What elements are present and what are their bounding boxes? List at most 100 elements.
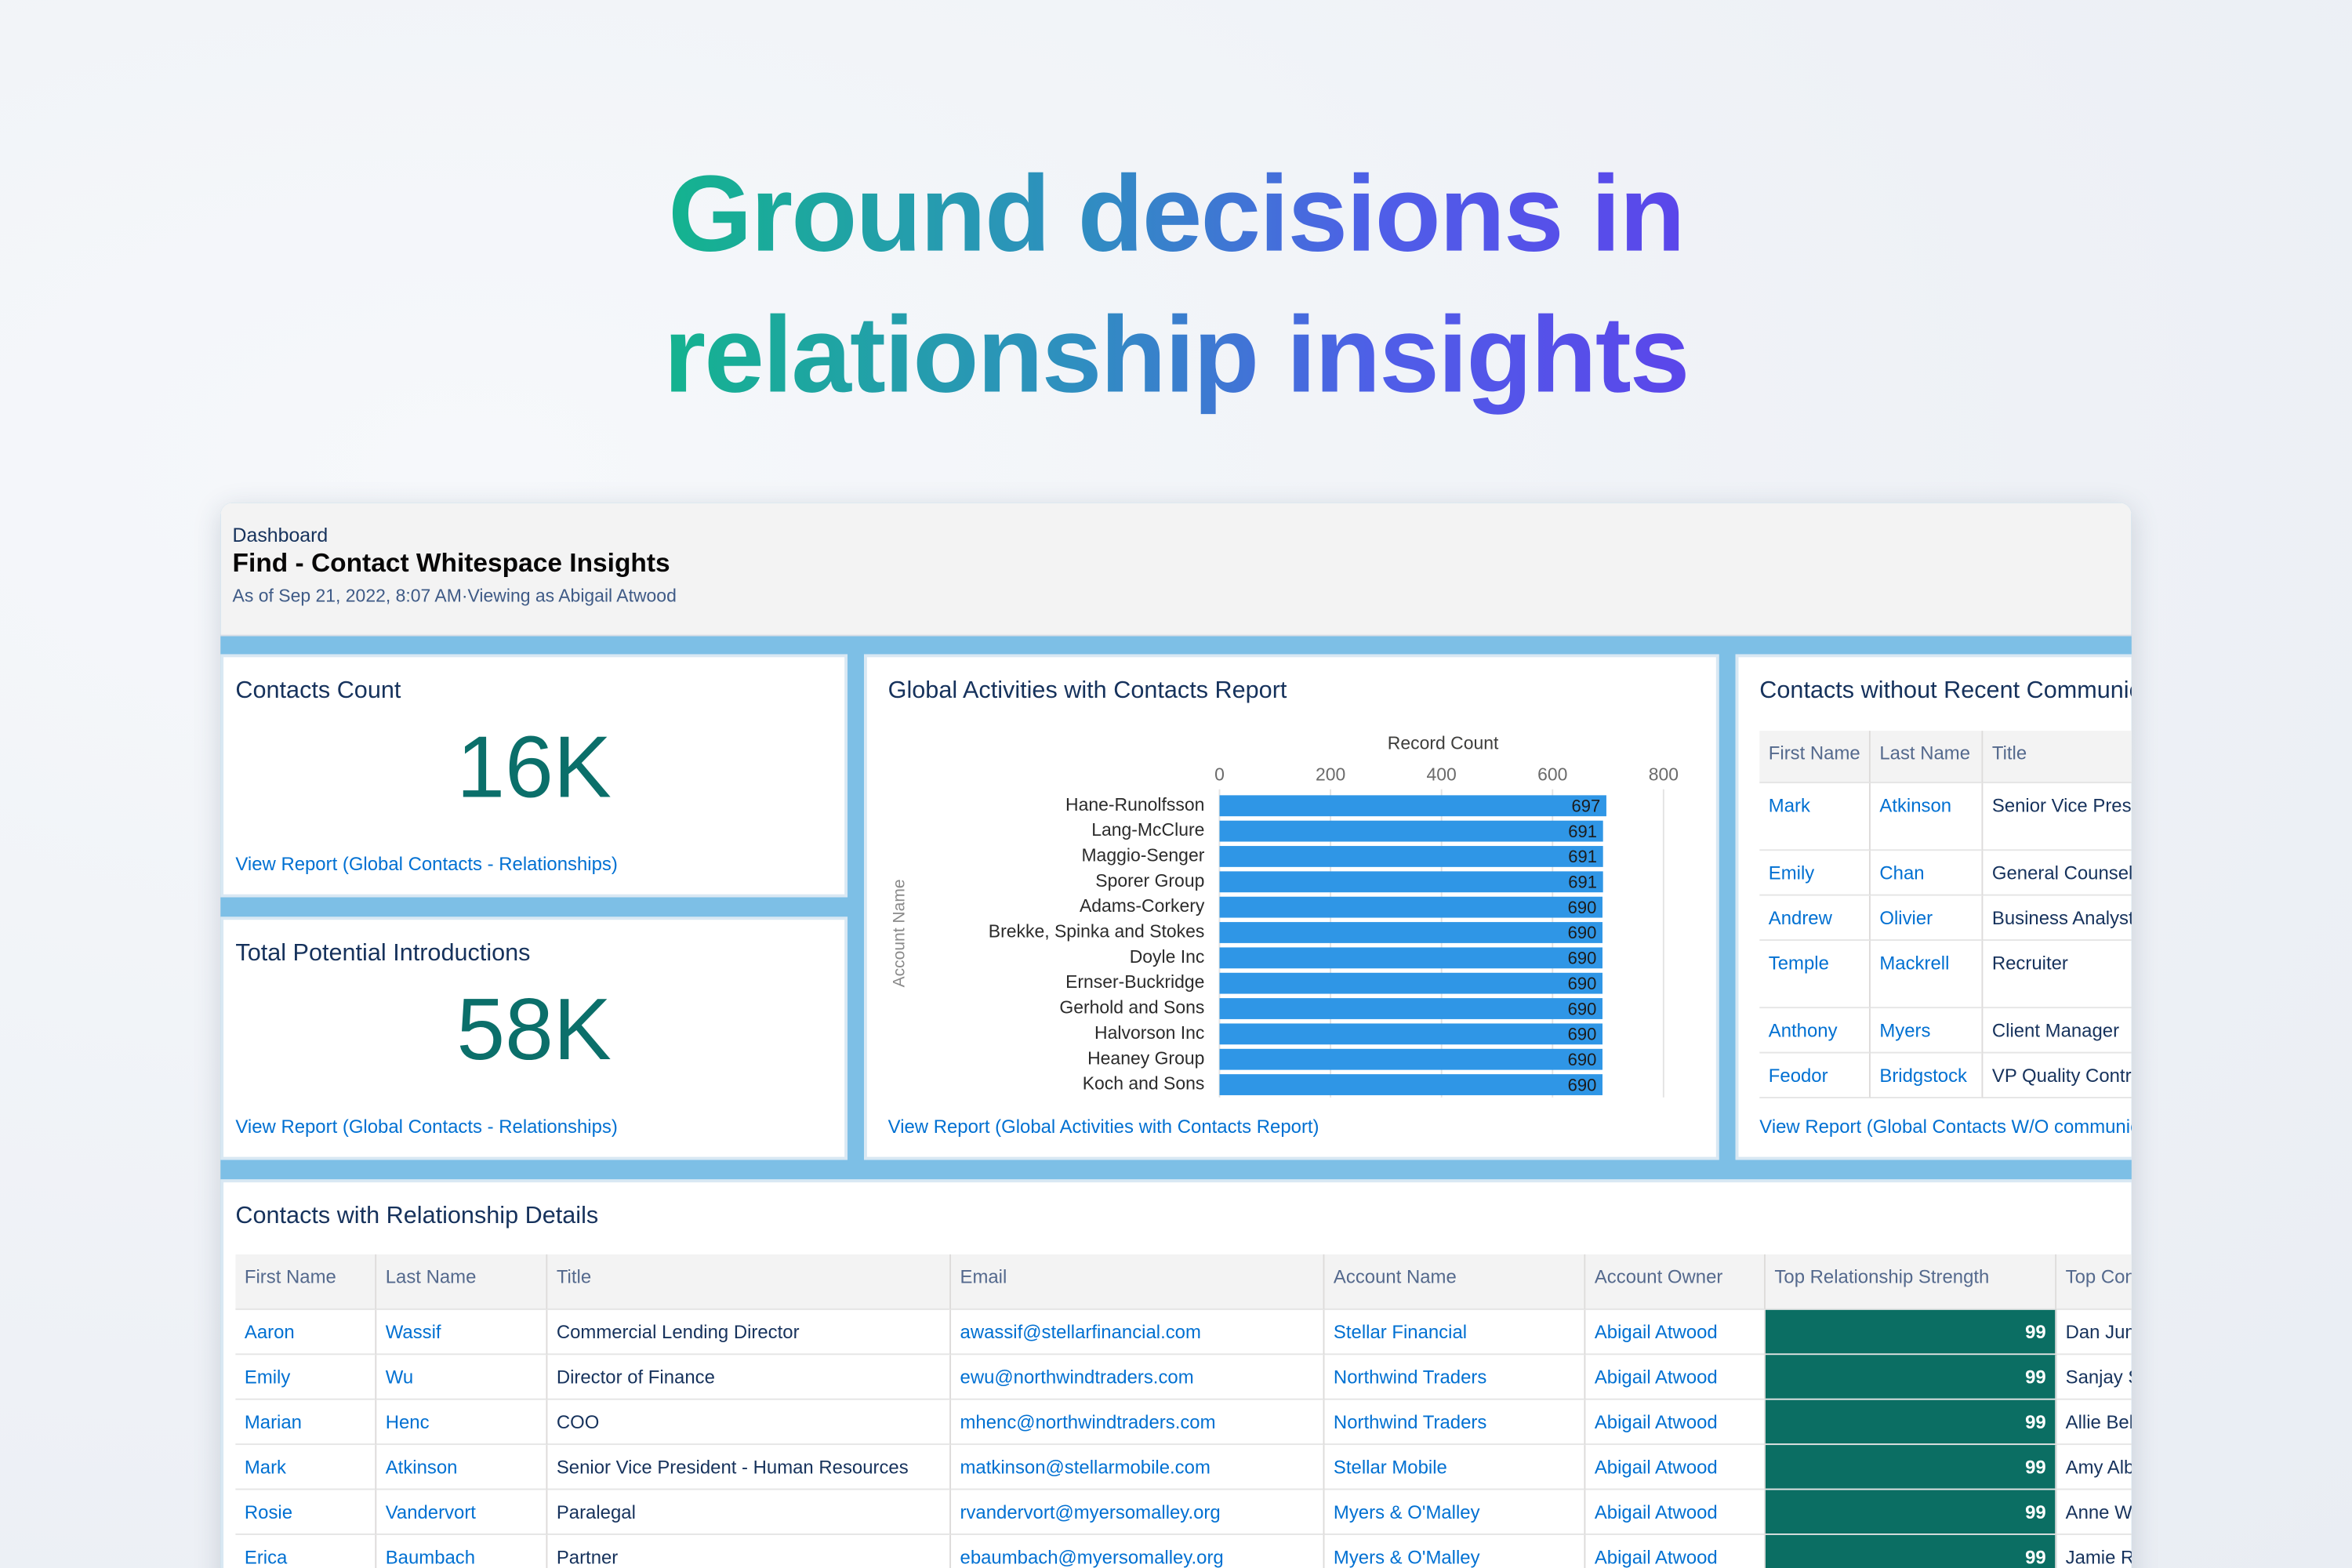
table-cell[interactable]: Abigail Atwood	[1585, 1355, 1766, 1400]
table-cell[interactable]: Abigail Atwood	[1585, 1309, 1766, 1356]
axis-title: Record Count	[1388, 732, 1499, 753]
table-cell[interactable]: Wassif	[376, 1309, 548, 1356]
table-cell: Client Manager	[1983, 1008, 2132, 1054]
table-cell[interactable]: Emily	[235, 1355, 377, 1400]
table-cell[interactable]: mhenc@northwindtraders.com	[951, 1399, 1325, 1446]
table-cell[interactable]: Wu	[376, 1355, 548, 1400]
column-header: First Name	[235, 1254, 377, 1310]
card-title: Total Potential Introductions	[235, 941, 531, 967]
dashboard: Dashboard Find - Contact Whitespace Insi…	[220, 503, 2132, 1568]
table-cell: Jamie Reding	[2056, 1535, 2132, 1568]
table-cell[interactable]: Emily	[1759, 851, 1871, 896]
data-label: 690	[1568, 1050, 1597, 1069]
report-link[interactable]: View Report (Global Contacts - Relations…	[235, 854, 618, 875]
x-tick-label: 600	[1537, 764, 1567, 785]
report-link[interactable]: View Report (Global Contacts W/O communi…	[1759, 1116, 2131, 1138]
table-cell[interactable]: Northwind Traders	[1324, 1399, 1586, 1446]
table-cell[interactable]: Abigail Atwood	[1585, 1534, 1766, 1568]
table-cell[interactable]: Mark	[1759, 783, 1871, 851]
headline: Ground decisions in	[0, 154, 2352, 274]
headline-line: relationship insights	[663, 296, 1690, 416]
table-cell: Senior Vice President	[1983, 783, 2132, 851]
table-cell: VP Quality Control	[1983, 1054, 2132, 1098]
data-label: 690	[1568, 923, 1597, 942]
card-title: Contacts without Recent Communication	[1759, 678, 2131, 704]
headline: relationship insights	[0, 296, 2352, 416]
table-cell: Recruiter	[1983, 941, 2132, 1009]
table-cell[interactable]: Chan	[1870, 851, 1984, 896]
table-cell[interactable]: Temple	[1759, 941, 1871, 1009]
table-cell[interactable]: Stellar Mobile	[1324, 1445, 1586, 1490]
x-tick-label: 0	[1214, 764, 1225, 785]
bar	[1219, 820, 1603, 842]
bar	[1219, 947, 1602, 969]
column-header: Email	[951, 1254, 1325, 1310]
column-header: Title	[1983, 731, 2132, 784]
report-link[interactable]: View Report (Global Contacts - Relations…	[235, 1116, 618, 1138]
table-cell: Sanjay Shah	[2056, 1355, 2132, 1400]
x-tick-label: 800	[1649, 764, 1679, 785]
table-cell[interactable]: Abigail Atwood	[1585, 1399, 1766, 1446]
report-link[interactable]: View Report (Global Activities with Cont…	[887, 1116, 1319, 1138]
table-cell: Amy Albert	[2056, 1445, 2132, 1490]
table-cell: Senior Vice President - Human Resources	[547, 1445, 952, 1490]
y-tick-label: Heaney Group	[1087, 1047, 1204, 1068]
table-cell[interactable]: Abigail Atwood	[1585, 1445, 1766, 1490]
table-cell: General Counsel	[1983, 851, 2132, 896]
table-cell[interactable]: Myers & O'Malley	[1324, 1490, 1586, 1535]
table-cell: Allie Bellew	[2056, 1400, 2132, 1446]
data-label: 691	[1568, 873, 1597, 892]
table-cell[interactable]: Mark	[235, 1445, 377, 1490]
table-cell[interactable]: Erica	[235, 1534, 377, 1568]
table-cell: 99	[1765, 1309, 2057, 1356]
table-cell: 99	[1765, 1445, 2057, 1490]
table-cell[interactable]: Feodor	[1759, 1053, 1871, 1098]
table-cell[interactable]: ewu@northwindtraders.com	[951, 1355, 1325, 1400]
y-tick-label: Ernser-Buckridge	[1065, 971, 1204, 992]
table-cell[interactable]: awassif@stellarfinancial.com	[951, 1309, 1325, 1356]
bar	[1219, 972, 1602, 994]
metric-card: Contacts Count 16K View Report (Global C…	[220, 654, 848, 898]
table-cell[interactable]: Andrew	[1759, 895, 1871, 942]
table-cell[interactable]: Vandervort	[376, 1490, 548, 1535]
table-cell[interactable]: Myers	[1870, 1008, 1984, 1054]
bar	[1219, 795, 1606, 817]
data-label: 691	[1568, 822, 1597, 841]
table-cell[interactable]: Aaron	[235, 1309, 377, 1356]
table-cell: 99	[1765, 1355, 2057, 1400]
x-tick-label: 200	[1316, 764, 1345, 785]
table-cell: 99	[1765, 1399, 2057, 1446]
y-tick-label: Gerhold and Sons	[1059, 997, 1204, 1018]
data-label: 690	[1568, 999, 1597, 1018]
table-cell[interactable]: Marian	[235, 1399, 377, 1446]
card-title: Global Activities with Contacts Report	[887, 678, 1287, 704]
table-cell[interactable]: Rosie	[235, 1490, 377, 1535]
bar	[1219, 1023, 1602, 1045]
table-cell[interactable]: Anthony	[1759, 1008, 1871, 1054]
table-cell[interactable]: Northwind Traders	[1324, 1355, 1586, 1400]
table-cell[interactable]: Abigail Atwood	[1585, 1490, 1766, 1535]
card-title: Contacts with Relationship Details	[235, 1203, 599, 1229]
x-tick-label: 400	[1427, 764, 1457, 785]
table-cell[interactable]: Bridgstock	[1870, 1053, 1984, 1098]
table-cell[interactable]: Stellar Financial	[1324, 1309, 1586, 1356]
data-label: 690	[1568, 1025, 1597, 1044]
table-cell[interactable]: ebaumbach@myersomalley.org	[951, 1534, 1325, 1568]
table-cell: Director of Finance	[547, 1355, 952, 1400]
table-cell[interactable]: rvandervort@myersomalley.org	[951, 1490, 1325, 1535]
table-cell[interactable]: matkinson@stellarmobile.com	[951, 1445, 1325, 1490]
column-header: Last Name	[376, 1254, 548, 1310]
table-cell[interactable]: Mackrell	[1870, 941, 1984, 1009]
table-cell[interactable]: Myers & O'Malley	[1324, 1534, 1586, 1568]
table-cell[interactable]: Olivier	[1870, 895, 1984, 942]
table-cell[interactable]: Baumbach	[376, 1534, 548, 1568]
data-label: 690	[1568, 1075, 1597, 1094]
column-header: First Name	[1759, 731, 1871, 784]
table-cell: Dan Jump	[2056, 1310, 2132, 1356]
table-cell: Commercial Lending Director	[547, 1309, 952, 1356]
table-cell[interactable]: Atkinson	[376, 1445, 548, 1490]
dashboard-subtitle: As of Sep 21, 2022, 8:07 AM·Viewing as A…	[232, 585, 677, 607]
column-header: Last Name	[1870, 731, 1984, 784]
table-cell[interactable]: Atkinson	[1870, 783, 1984, 851]
table-cell[interactable]: Henc	[376, 1399, 548, 1446]
